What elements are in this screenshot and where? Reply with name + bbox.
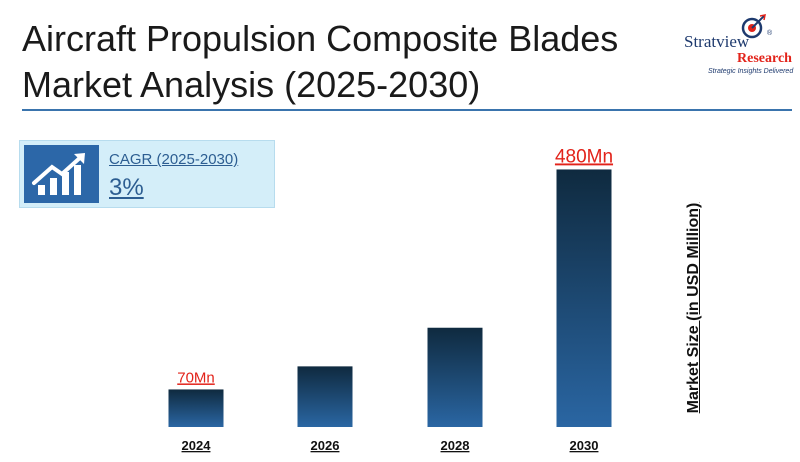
logo-tagline: Strategic Insights Delivered bbox=[708, 68, 794, 75]
page-title: Aircraft Propulsion Composite Blades Mar… bbox=[22, 18, 619, 105]
data-label-2024: 70Mn bbox=[177, 369, 215, 386]
title-divider bbox=[22, 109, 792, 111]
y-axis-label: Market Size (in USD Million) bbox=[685, 202, 702, 414]
x-tick-2028: 2028 bbox=[441, 438, 470, 453]
x-tick-2024: 2024 bbox=[182, 438, 212, 453]
logo-brand: Stratview bbox=[684, 32, 750, 51]
cagr-box: CAGR (2025-2030) 3% bbox=[19, 140, 275, 208]
stratview-logo: Stratview ® Research Strategic Insights … bbox=[664, 10, 794, 80]
data-label-2030: 480Mn bbox=[555, 146, 613, 167]
bar-2028 bbox=[427, 327, 483, 427]
cagr-label: CAGR (2025-2030) bbox=[109, 151, 239, 168]
logo-research: Research bbox=[737, 51, 792, 66]
bar-2024 bbox=[168, 389, 224, 427]
cagr-value: 3% bbox=[109, 174, 144, 201]
bar-2030 bbox=[556, 169, 612, 427]
globe-logo-icon bbox=[741, 14, 766, 39]
growth-chart-icon bbox=[24, 145, 99, 203]
x-tick-2030: 2030 bbox=[570, 438, 599, 453]
bar-2026 bbox=[297, 366, 353, 427]
x-tick-2026: 2026 bbox=[311, 438, 340, 453]
logo-reg-mark: ® bbox=[767, 30, 773, 37]
